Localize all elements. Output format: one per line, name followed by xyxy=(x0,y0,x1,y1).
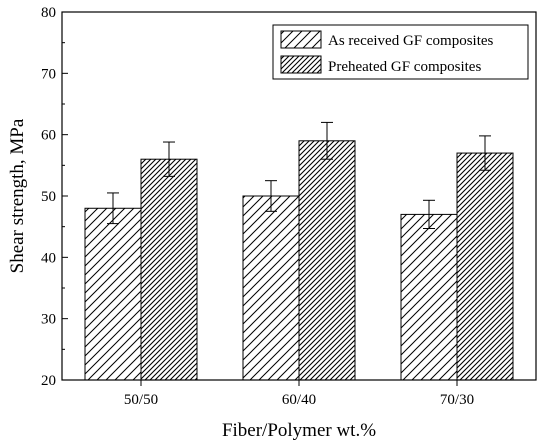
legend-label-preheated: Preheated GF composites xyxy=(328,59,481,75)
error-bar-as-received-2 xyxy=(423,199,435,230)
y-tick-label: 40 xyxy=(41,250,56,266)
bar-as-received-1 xyxy=(242,195,300,381)
error-bar-as-received-0 xyxy=(107,192,119,225)
error-bar-preheated-2 xyxy=(479,135,491,171)
y-tick-label: 70 xyxy=(41,66,56,82)
legend: As received GF composites Preheated GF c… xyxy=(272,24,529,80)
y-tick-label: 80 xyxy=(41,5,56,21)
error-bar-preheated-0 xyxy=(163,141,175,177)
y-tick-label: 50 xyxy=(41,189,56,205)
error-bar-preheated-1 xyxy=(321,121,333,160)
y-tick-label: 30 xyxy=(41,312,56,328)
x-axis: 50/50 60/40 70/30 xyxy=(124,380,474,408)
bar-preheated-0 xyxy=(140,158,198,381)
y-axis-title: Shear strength, MPa xyxy=(7,118,28,273)
x-tick-label: 60/40 xyxy=(282,392,316,408)
error-bar-as-received-1 xyxy=(265,180,277,212)
legend-label-as-received: As received GF composites xyxy=(328,33,494,49)
y-tick-label: 60 xyxy=(41,128,56,144)
bar-as-received-0 xyxy=(84,207,142,381)
legend-swatch-as-received xyxy=(280,30,322,49)
bar-preheated-1 xyxy=(298,140,356,381)
legend-swatch-preheated xyxy=(280,55,322,74)
y-axis: 20 30 40 50 60 70 80 xyxy=(41,5,68,389)
bar-as-received-2 xyxy=(400,213,458,381)
bars-layer xyxy=(84,140,514,381)
bar-preheated-2 xyxy=(456,152,514,381)
x-axis-title: Fiber/Polymer wt.% xyxy=(222,420,376,441)
x-tick-label: 50/50 xyxy=(124,392,158,408)
error-bars-layer xyxy=(107,121,491,230)
x-tick-label: 70/30 xyxy=(440,392,474,408)
y-tick-label: 20 xyxy=(41,373,56,389)
